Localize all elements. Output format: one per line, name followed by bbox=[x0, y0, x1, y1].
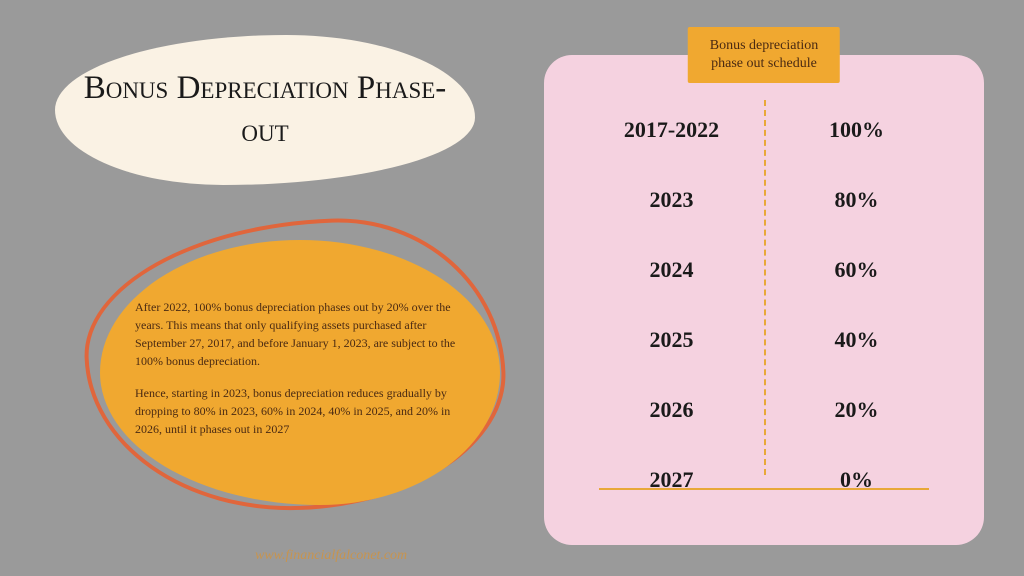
year-cell: 2017-2022 bbox=[579, 117, 764, 143]
description-para-2: Hence, starting in 2023, bonus depreciat… bbox=[135, 384, 465, 438]
schedule-table-card: Bonus depreciation phase out schedule 20… bbox=[544, 55, 984, 545]
title-blob: Bonus Depreciation Phase-out bbox=[55, 35, 475, 185]
pct-cell: 100% bbox=[764, 117, 949, 143]
year-cell: 2023 bbox=[579, 187, 764, 213]
year-cell: 2025 bbox=[579, 327, 764, 353]
website-credit: www.financialfalconet.com bbox=[255, 548, 407, 564]
description-para-1: After 2022, 100% bonus depreciation phas… bbox=[135, 298, 465, 370]
page-title: Bonus Depreciation Phase-out bbox=[75, 67, 455, 153]
year-cell: 2026 bbox=[579, 397, 764, 423]
badge-line-1: Bonus depreciation bbox=[710, 38, 818, 53]
pct-cell: 60% bbox=[764, 257, 949, 283]
table-divider bbox=[764, 100, 766, 475]
table-bottom-rule bbox=[599, 488, 929, 490]
pct-cell: 20% bbox=[764, 397, 949, 423]
badge-line-2: phase out schedule bbox=[711, 56, 817, 71]
schedule-table: 2017-2022 100% 2023 80% 2024 60% 2025 40… bbox=[579, 95, 949, 515]
pct-cell: 40% bbox=[764, 327, 949, 353]
table-badge: Bonus depreciation phase out schedule bbox=[688, 27, 840, 83]
year-cell: 2024 bbox=[579, 257, 764, 283]
pct-cell: 80% bbox=[764, 187, 949, 213]
